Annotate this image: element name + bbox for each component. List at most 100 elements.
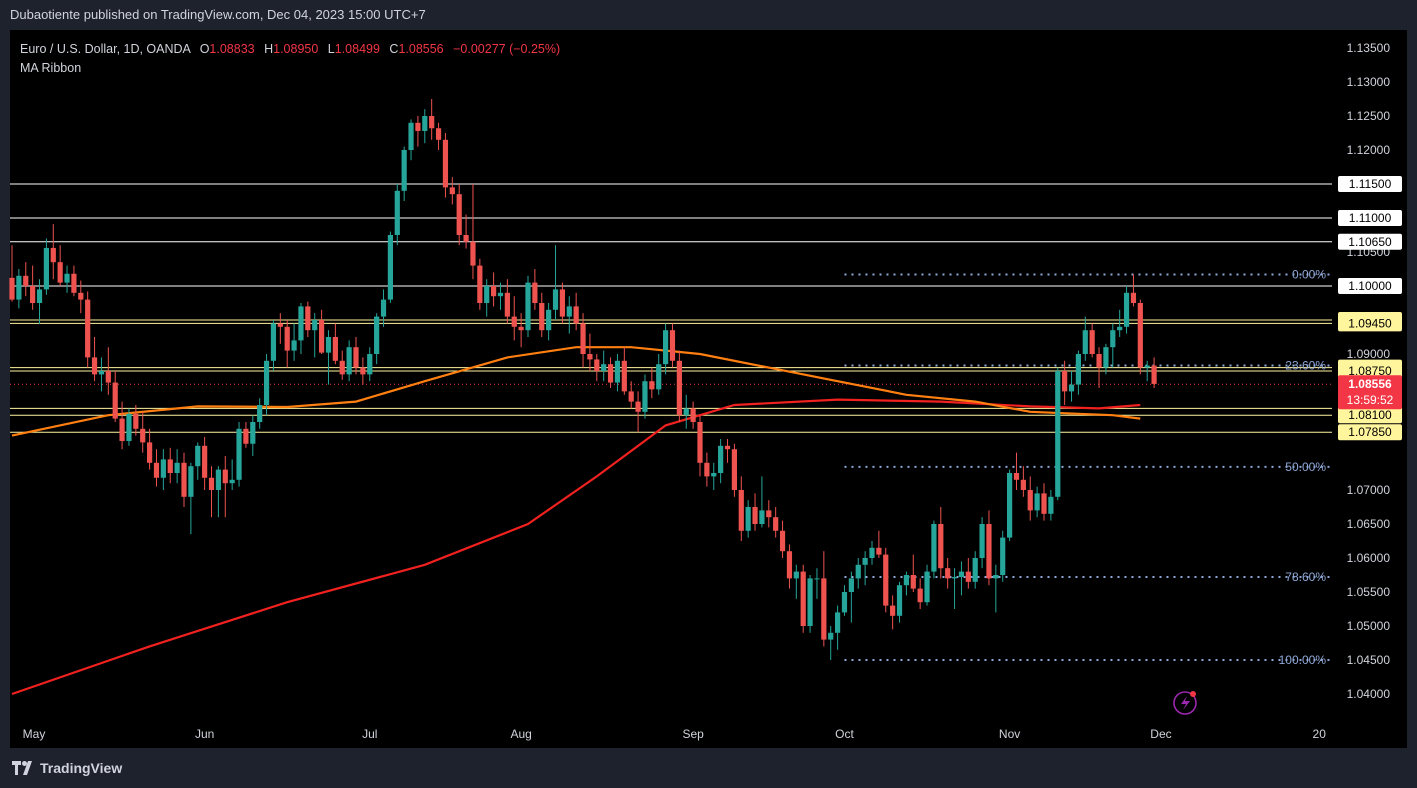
candle[interactable]	[174, 449, 180, 484]
candle[interactable]	[456, 184, 462, 246]
candle[interactable]	[298, 303, 304, 354]
candle[interactable]	[697, 415, 703, 477]
candle[interactable]	[325, 330, 332, 385]
chart-sync-icon[interactable]	[1173, 691, 1197, 715]
candle[interactable]	[36, 279, 43, 325]
candle[interactable]	[236, 422, 242, 487]
candle[interactable]	[601, 350, 607, 382]
candle[interactable]	[1117, 309, 1123, 337]
candle[interactable]	[704, 452, 710, 487]
candle[interactable]	[1048, 490, 1054, 521]
candle[interactable]	[291, 323, 297, 361]
candle[interactable]	[415, 116, 421, 147]
candle[interactable]	[958, 561, 965, 596]
candle[interactable]	[263, 354, 270, 416]
candle[interactable]	[807, 575, 813, 633]
candle[interactable]	[85, 291, 91, 368]
candle[interactable]	[181, 452, 187, 507]
candle[interactable]	[147, 428, 153, 470]
candle[interactable]	[1027, 476, 1033, 521]
candle[interactable]	[835, 605, 841, 650]
candle[interactable]	[208, 466, 215, 518]
price-level-tag[interactable]	[1338, 407, 1402, 424]
price-level-tag[interactable]	[1338, 424, 1402, 441]
candle[interactable]	[23, 262, 29, 297]
candle[interactable]	[1151, 357, 1157, 388]
candle[interactable]	[649, 367, 655, 399]
candle[interactable]	[951, 568, 958, 609]
candle[interactable]	[800, 564, 806, 633]
candle[interactable]	[112, 371, 118, 422]
candle[interactable]	[284, 320, 290, 368]
candle[interactable]	[690, 401, 696, 429]
candle[interactable]	[862, 551, 868, 586]
candle[interactable]	[98, 357, 105, 392]
candle[interactable]	[876, 530, 882, 558]
candle[interactable]	[766, 500, 772, 528]
candle[interactable]	[442, 133, 449, 198]
candle[interactable]	[532, 269, 538, 310]
candle[interactable]	[1013, 452, 1020, 490]
candle[interactable]	[1062, 360, 1068, 405]
candle[interactable]	[848, 571, 854, 623]
candle[interactable]	[642, 374, 648, 419]
candle[interactable]	[621, 347, 627, 395]
candle[interactable]	[1068, 371, 1075, 402]
candle[interactable]	[869, 541, 875, 565]
candle[interactable]	[711, 462, 717, 490]
candle[interactable]	[497, 282, 504, 310]
candle[interactable]	[463, 214, 469, 249]
candle[interactable]	[669, 323, 676, 368]
candle[interactable]	[9, 245, 15, 302]
price-level-tag[interactable]	[1338, 278, 1402, 294]
candle[interactable]	[993, 564, 999, 613]
candle[interactable]	[945, 558, 951, 589]
candle[interactable]	[229, 459, 235, 490]
candle[interactable]	[57, 245, 63, 286]
candle[interactable]	[559, 282, 565, 324]
candle[interactable]	[614, 354, 621, 392]
candle[interactable]	[1103, 343, 1109, 375]
candle[interactable]	[607, 357, 614, 388]
candle[interactable]	[986, 510, 992, 586]
candle[interactable]	[745, 500, 751, 538]
candle[interactable]	[16, 269, 22, 309]
candle[interactable]	[683, 394, 689, 429]
candle[interactable]	[663, 323, 669, 375]
candle[interactable]	[1041, 483, 1047, 521]
candle[interactable]	[195, 442, 201, 480]
candle[interactable]	[814, 568, 820, 599]
candle[interactable]	[821, 551, 827, 647]
candle[interactable]	[188, 462, 194, 535]
candle[interactable]	[580, 313, 586, 368]
candle[interactable]	[215, 466, 221, 518]
candle[interactable]	[1144, 360, 1150, 382]
candle[interactable]	[924, 564, 930, 606]
candle[interactable]	[346, 340, 352, 382]
price-level-tag[interactable]	[1338, 363, 1402, 379]
candle[interactable]	[828, 626, 834, 660]
candle[interactable]	[718, 439, 724, 484]
candle[interactable]	[972, 551, 978, 589]
candle[interactable]	[786, 544, 793, 589]
candle[interactable]	[855, 558, 861, 589]
candle[interactable]	[126, 408, 132, 446]
candle[interactable]	[635, 391, 641, 433]
candle[interactable]	[1123, 286, 1130, 334]
candle[interactable]	[546, 303, 552, 341]
candle[interactable]	[277, 313, 283, 344]
candle[interactable]	[243, 422, 249, 448]
candle[interactable]	[931, 520, 937, 579]
candle[interactable]	[1034, 486, 1040, 518]
candle[interactable]	[552, 245, 559, 320]
candle[interactable]	[43, 238, 49, 295]
candle[interactable]	[965, 558, 971, 589]
candle[interactable]	[477, 258, 483, 310]
candle[interactable]	[773, 507, 779, 538]
candle[interactable]	[380, 289, 387, 327]
candle[interactable]	[793, 564, 799, 599]
candle[interactable]	[64, 265, 70, 293]
chart-area[interactable]	[10, 30, 1407, 748]
candle[interactable]	[504, 279, 510, 324]
candle[interactable]	[724, 439, 731, 463]
